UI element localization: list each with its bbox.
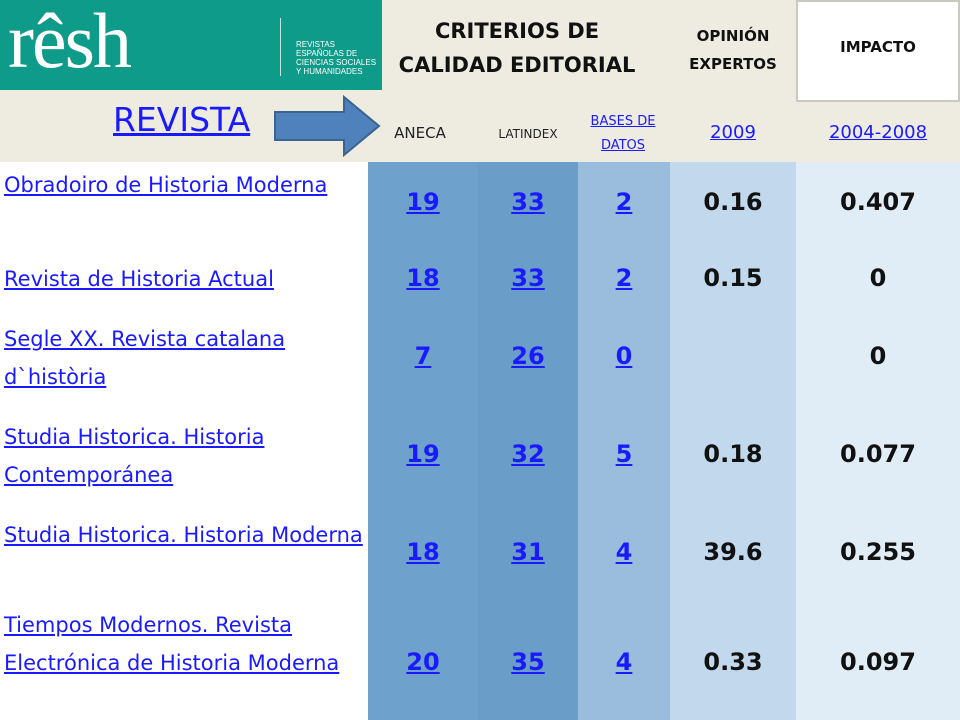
aneca-score-link[interactable]: 19 [406, 440, 440, 468]
table-row: Segle XX. Revista catalana d`història 7 … [0, 320, 960, 396]
table-row: Revista de Historia Actual 18 33 2 0.15 … [0, 260, 960, 300]
latindex-score-link[interactable]: 32 [511, 440, 545, 468]
journal-link[interactable]: Studia Historica. Historia Contemporánea [4, 425, 265, 487]
opinion-value: 0.15 [703, 264, 763, 292]
aneca-column-header: ANECA [394, 124, 446, 142]
criteria-header-panel [382, 0, 670, 92]
opinion-value: 39.6 [703, 538, 763, 566]
bases-score-link[interactable]: 4 [615, 648, 633, 676]
opinion-header-panel [670, 0, 796, 92]
aneca-score-link[interactable]: 19 [406, 188, 440, 216]
bases-score-link[interactable]: 4 [615, 538, 633, 566]
logo-divider [280, 18, 281, 76]
opinion-2009-column-link[interactable]: 2009 [710, 122, 756, 143]
bases-score-link[interactable]: 2 [615, 188, 633, 216]
latindex-score-link[interactable]: 26 [511, 342, 545, 370]
impact-value: 0.077 [840, 440, 916, 468]
journal-link[interactable]: Obradoiro de Historia Moderna [4, 173, 328, 197]
impact-value: 0.407 [840, 188, 916, 216]
latindex-score-link[interactable]: 33 [511, 264, 545, 292]
criteria-header-title: CRITERIOS DE CALIDAD EDITORIAL [398, 19, 636, 77]
bases-score-link[interactable]: 2 [615, 264, 633, 292]
journal-link[interactable]: Studia Historica. Historia Moderna [4, 523, 363, 547]
right-arrow-icon [274, 94, 381, 158]
aneca-column-bg [368, 162, 478, 720]
latindex-column-header: LATINDEX [498, 127, 558, 141]
table-row: Studia Historica. Historia Contemporánea… [0, 418, 960, 494]
opinion-column-bg [670, 162, 796, 720]
aneca-score-link[interactable]: 18 [406, 264, 440, 292]
table-row: Studia Historica. Historia Moderna 18 31… [0, 516, 960, 592]
resh-logo-wordmark: rêsh [8, 0, 132, 84]
opinion-header-title: OPINIÓN EXPERTOS [689, 27, 777, 73]
opinion-value: 0.16 [703, 188, 763, 216]
journal-link[interactable]: Revista de Historia Actual [4, 267, 274, 291]
table-row: Obradoiro de Historia Moderna 19 33 2 0.… [0, 166, 960, 240]
revista-column-link[interactable]: REVISTA [113, 100, 251, 139]
opinion-value: 0.33 [703, 648, 763, 676]
journal-link[interactable]: Segle XX. Revista catalana d`història [4, 327, 286, 389]
column-header-band [0, 90, 960, 162]
aneca-score-link[interactable]: 20 [406, 648, 440, 676]
impact-value: 0 [869, 342, 887, 370]
table-row: Tiempos Modernos. Revista Electrónica de… [0, 606, 960, 720]
bases-score-link[interactable]: 0 [615, 342, 633, 370]
impact-column-bg [796, 162, 960, 720]
impact-header-title: IMPACTO [840, 38, 916, 56]
impact-header-box [796, 0, 960, 102]
impact-value: 0.255 [840, 538, 916, 566]
opinion-value: 0.18 [703, 440, 763, 468]
resh-logo-tagline: REVISTAS ESPAÑOLAS DE CIENCIAS SOCIALES … [296, 40, 377, 76]
latindex-score-link[interactable]: 31 [511, 538, 545, 566]
resh-logo-panel [0, 0, 382, 90]
impact-value: 0.097 [840, 648, 916, 676]
journal-link[interactable]: Tiempos Modernos. Revista Electrónica de… [4, 613, 340, 675]
bases-column-bg [578, 162, 670, 720]
latindex-score-link[interactable]: 33 [511, 188, 545, 216]
aneca-score-link[interactable]: 18 [406, 538, 440, 566]
impact-value: 0 [869, 264, 887, 292]
latindex-score-link[interactable]: 35 [511, 648, 545, 676]
bases-de-datos-column-link[interactable]: BASES DE DATOS [590, 114, 656, 153]
latindex-column-bg [478, 162, 578, 720]
bases-score-link[interactable]: 5 [615, 440, 633, 468]
impact-2004-2008-column-link[interactable]: 2004-2008 [828, 122, 928, 143]
aneca-score-link[interactable]: 7 [414, 342, 432, 370]
